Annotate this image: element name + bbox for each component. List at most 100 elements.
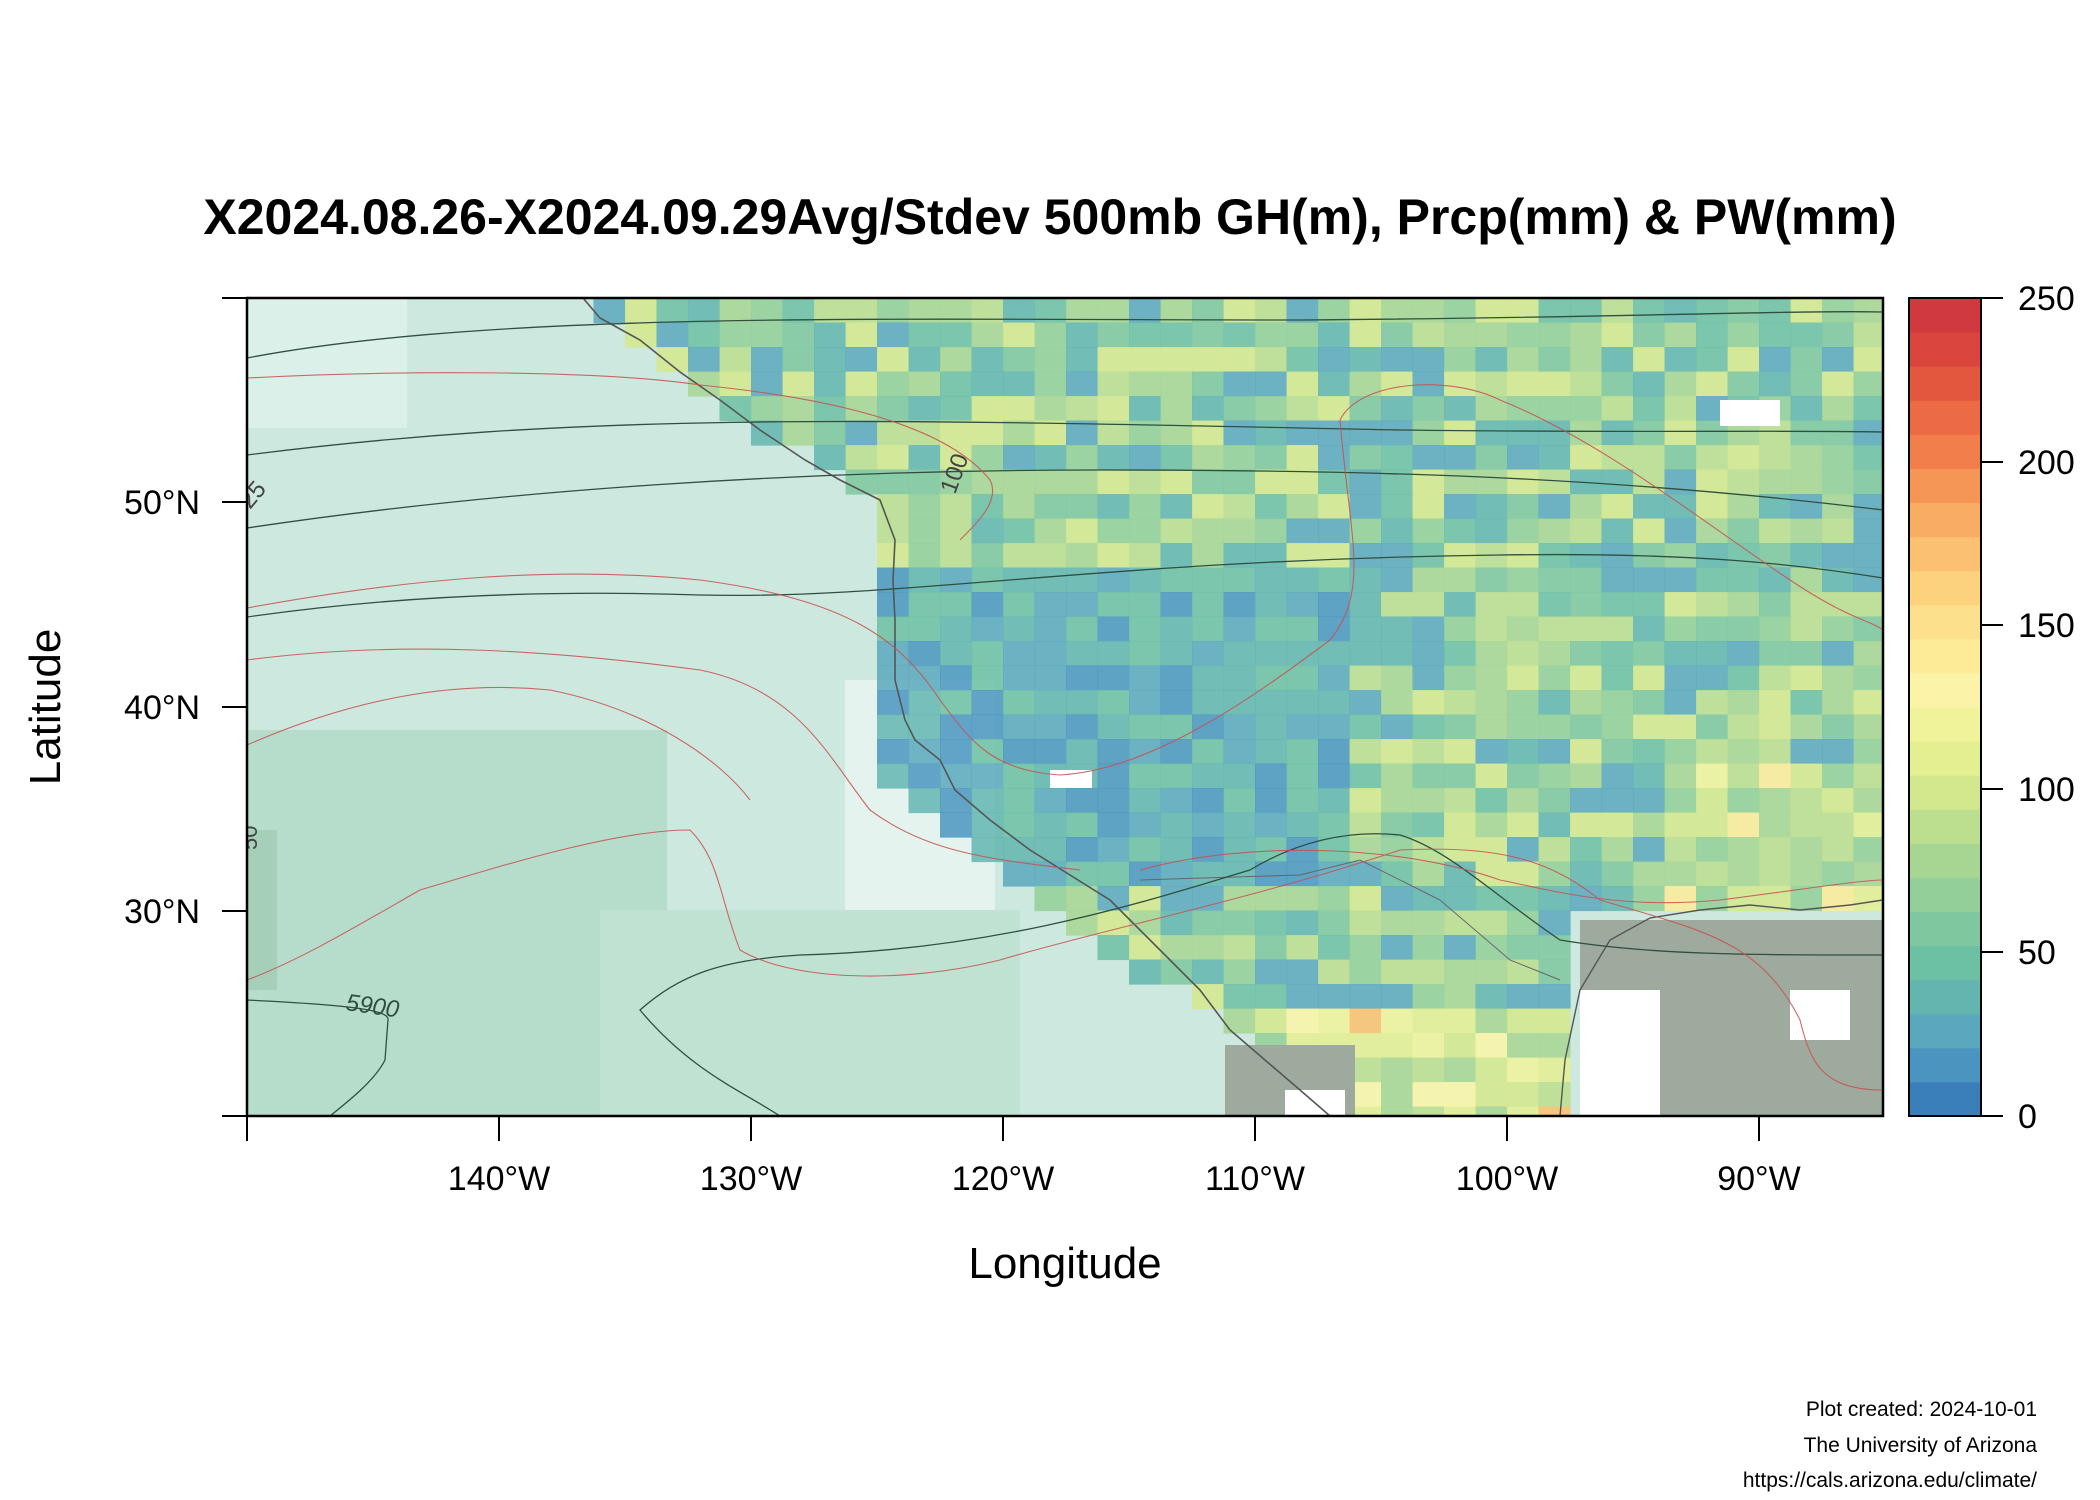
precip-grid-cell (1822, 641, 1855, 667)
precip-grid-cell (1822, 714, 1855, 740)
precip-grid-cell (1066, 469, 1099, 495)
precip-grid-cell (1412, 984, 1445, 1010)
precip-grid-cell (1160, 322, 1193, 348)
precip-grid-cell (1381, 322, 1414, 348)
precip-grid-cell (1507, 494, 1540, 520)
precip-grid-cell (1034, 812, 1067, 838)
precip-grid-cell (1412, 641, 1445, 667)
precip-grid-cell (1160, 739, 1193, 765)
precip-grid-cell (1601, 665, 1634, 691)
precip-grid-cell (1349, 420, 1382, 446)
x-tick-label: 140°W (448, 1160, 550, 1198)
precip-grid-cell (1349, 910, 1382, 936)
precip-grid-cell (656, 322, 689, 348)
precip-grid-cell (1822, 861, 1855, 887)
precip-grid-cell (1097, 788, 1130, 814)
precip-grid-cell (1507, 665, 1540, 691)
precip-grid-cell (1664, 763, 1697, 789)
precip-grid-cell (1696, 788, 1729, 814)
precip-grid-cell (1097, 837, 1130, 863)
precip-grid-cell (1349, 959, 1382, 985)
precip-grid-cell (1381, 984, 1414, 1010)
precip-grid-cell (1538, 396, 1571, 422)
precip-grid-cell (1696, 494, 1729, 520)
precip-grid-cell (1034, 690, 1067, 716)
precip-grid-cell (1255, 690, 1288, 716)
precip-grid-cell (1412, 812, 1445, 838)
precip-grid-cell (1003, 641, 1036, 667)
colorbar-swatch (1909, 468, 1981, 503)
precip-grid-cell (1853, 641, 1883, 667)
precip-grid-cell (1349, 567, 1382, 593)
precip-grid-cell (1475, 984, 1508, 1010)
precip-grid-cell (1192, 739, 1225, 765)
precip-grid-cell (1790, 371, 1823, 397)
precip-grid-cell (1538, 445, 1571, 471)
precip-grid-cell (1318, 469, 1351, 495)
x-tick-label: 90°W (1717, 1160, 1801, 1198)
precip-grid-cell (1633, 641, 1666, 667)
precip-grid-cell (1318, 788, 1351, 814)
precip-grid-cell (1853, 739, 1883, 765)
precip-grid-cell (719, 396, 752, 422)
colorbar-swatch (1909, 1013, 1981, 1049)
precip-grid-cell (1822, 837, 1855, 863)
precip-grid-cell (1223, 812, 1256, 838)
precip-grid-cell (940, 739, 973, 765)
precip-grid-cell (1381, 910, 1414, 936)
precip-grid-cell (1286, 665, 1319, 691)
precip-grid-cell (1318, 445, 1351, 471)
precip-grid-cell (1255, 1008, 1288, 1034)
precip-grid-cell (1507, 788, 1540, 814)
colorbar-tick-label: 250 (2018, 280, 2075, 318)
precip-grid-cell (1507, 739, 1540, 765)
precip-grid-cell (1412, 396, 1445, 422)
precip-grid-cell (1444, 322, 1477, 348)
precip-grid-cell (1727, 347, 1760, 373)
precip-grid-cell (1223, 788, 1256, 814)
precip-grid-cell (1318, 739, 1351, 765)
precip-grid-cell (1633, 592, 1666, 618)
precip-grid-cell (1790, 420, 1823, 446)
precip-grid-cell (1129, 861, 1162, 887)
precip-grid-cell (1192, 641, 1225, 667)
precip-grid-cell (1444, 641, 1477, 667)
precip-grid-cell (1034, 445, 1067, 471)
precip-grid-cell (1286, 690, 1319, 716)
precip-grid-cell (1475, 739, 1508, 765)
footer-created: Plot created: 2024-10-01 (1805, 1398, 2037, 1421)
precip-grid-cell (1097, 592, 1130, 618)
precip-grid-cell (1538, 543, 1571, 569)
precip-grid-cell (1696, 469, 1729, 495)
colorbar-swatch (1909, 298, 1981, 333)
precip-grid-cell (719, 371, 752, 397)
precip-grid-cell (1633, 347, 1666, 373)
gulf-coastline (1559, 899, 1883, 1116)
precip-grid-cell (1412, 886, 1445, 912)
precip-grid-cell (1507, 837, 1540, 863)
precip-grid-cell (971, 592, 1004, 618)
precip-grid-cell (1318, 886, 1351, 912)
precip-grid-cell (1444, 371, 1477, 397)
precip-grid-cell (1538, 371, 1571, 397)
precip-grid-cell (1696, 641, 1729, 667)
precip-grid-cell (1822, 445, 1855, 471)
precip-grid-cell (1727, 445, 1760, 471)
precip-grid-cell (1664, 494, 1697, 520)
precip-grid-cell (1381, 445, 1414, 471)
precip-grid-cell (1097, 494, 1130, 520)
precip-grid-cell (1570, 322, 1603, 348)
precip-grid-cell (625, 298, 658, 324)
precip-grid-cell (1160, 592, 1193, 618)
precip-grid-cell (1381, 518, 1414, 544)
precip-grid-cell (908, 518, 941, 544)
precip-grid-cell (1664, 420, 1697, 446)
precip-grid-cell (1381, 788, 1414, 814)
precip-grid-cell (1633, 886, 1666, 912)
precip-grid-cell (877, 616, 910, 642)
precip-grid-cell (782, 396, 815, 422)
ocean-shade-southwest (247, 830, 277, 990)
precip-grid-cell (1223, 935, 1256, 961)
precip-grid-cell (1822, 690, 1855, 716)
precip-grid-cell (1601, 788, 1634, 814)
